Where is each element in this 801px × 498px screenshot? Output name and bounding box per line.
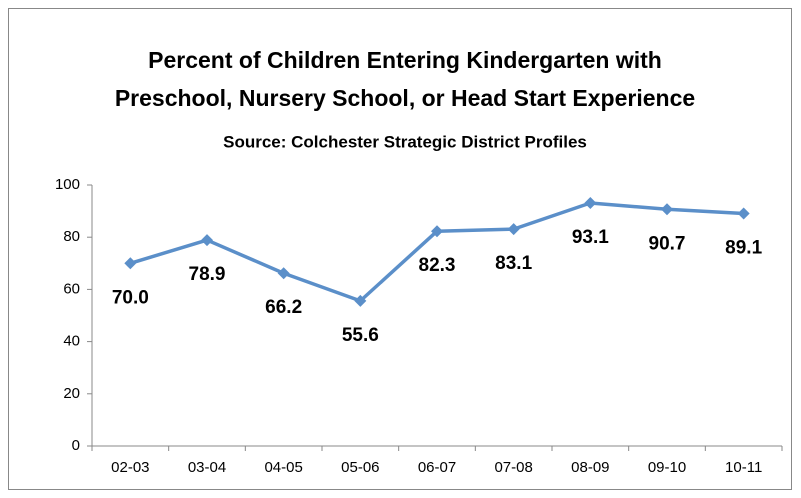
y-tick-label: 20 [63, 385, 80, 402]
y-tick-label: 40 [63, 333, 80, 350]
x-tick-label: 03-04 [188, 459, 226, 476]
chart-title: Preschool, Nursery School, or Head Start… [115, 85, 695, 111]
y-tick-label: 80 [63, 228, 80, 245]
data-point [737, 207, 750, 220]
data-label: 90.7 [649, 233, 686, 254]
data-label: 78.9 [189, 264, 226, 285]
x-tick-label: 04-05 [264, 459, 302, 476]
data-label: 66.2 [265, 297, 302, 318]
x-tick-label: 06-07 [418, 459, 456, 476]
data-label: 89.1 [725, 237, 762, 258]
data-label: 93.1 [572, 227, 609, 248]
data-point [431, 225, 443, 238]
x-tick-label: 07-08 [494, 459, 532, 476]
data-label: 70.0 [112, 287, 149, 308]
x-tick-label: 05-06 [341, 459, 379, 476]
data-point [201, 234, 213, 247]
y-tick-label: 0 [72, 437, 80, 454]
data-label: 55.6 [342, 325, 379, 346]
x-tick-label: 09-10 [648, 459, 686, 476]
data-point [507, 223, 520, 236]
chart-border [8, 8, 792, 490]
data-point [584, 197, 597, 210]
y-tick-label: 100 [55, 176, 80, 193]
data-point [124, 257, 137, 270]
data-label: 83.1 [495, 253, 532, 274]
data-label: 82.3 [419, 255, 456, 276]
x-tick-label: 02-03 [111, 459, 149, 476]
y-tick-label: 60 [63, 280, 80, 297]
data-point [661, 203, 673, 216]
chart-subtitle: Source: Colchester Strategic District Pr… [223, 132, 587, 151]
data-point [277, 267, 290, 280]
x-tick-label: 10-11 [725, 459, 762, 476]
chart-title: Percent of Children Entering Kindergarte… [148, 47, 662, 73]
x-tick-label: 08-09 [571, 459, 609, 476]
data-point [354, 294, 367, 307]
